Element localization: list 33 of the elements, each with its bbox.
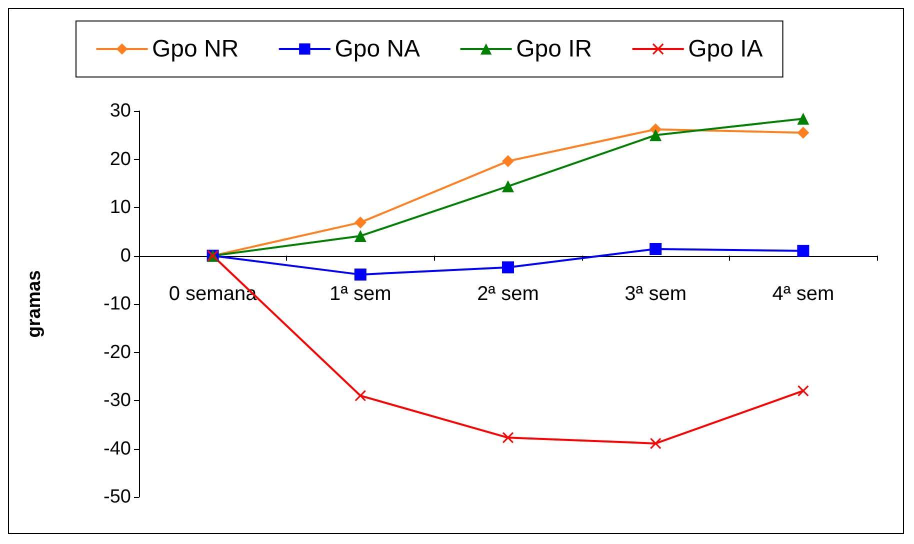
x-tick-label: 3ª sem bbox=[624, 282, 687, 305]
point bbox=[797, 126, 810, 139]
point bbox=[650, 242, 662, 255]
legend-label: Gpo NR bbox=[152, 36, 239, 62]
point bbox=[502, 180, 514, 192]
y-tick-label: -20 bbox=[104, 342, 131, 363]
point bbox=[502, 155, 514, 168]
point bbox=[502, 432, 514, 444]
point bbox=[354, 390, 366, 402]
point bbox=[650, 129, 662, 142]
y-tick-label: -10 bbox=[104, 294, 131, 314]
y-tick-label: -40 bbox=[104, 438, 131, 460]
legend-label: Gpo NA bbox=[334, 36, 420, 62]
x-tick-label: 1ª sem bbox=[329, 282, 392, 305]
legend-label: Gpo IA bbox=[688, 36, 763, 62]
y-tick-label: 0 bbox=[120, 245, 131, 266]
point bbox=[798, 385, 809, 396]
point bbox=[354, 216, 366, 228]
point bbox=[650, 438, 662, 449]
y-axis-title: gramas bbox=[24, 270, 45, 338]
legend-label: Gpo IR bbox=[516, 36, 592, 62]
y-tick-label: 20 bbox=[110, 148, 131, 170]
x-tick-label: 4ª sem bbox=[772, 282, 834, 305]
point bbox=[797, 112, 810, 125]
point bbox=[354, 230, 366, 242]
y-tick-label: 10 bbox=[110, 197, 131, 218]
x-tick-label: 2ª sem bbox=[477, 282, 539, 305]
y-tick-label: -30 bbox=[104, 390, 131, 411]
y-tick-label: -50 bbox=[104, 486, 131, 508]
y-tick-label: 30 bbox=[110, 100, 131, 122]
point bbox=[797, 244, 810, 257]
point bbox=[502, 261, 514, 274]
point bbox=[354, 268, 366, 281]
